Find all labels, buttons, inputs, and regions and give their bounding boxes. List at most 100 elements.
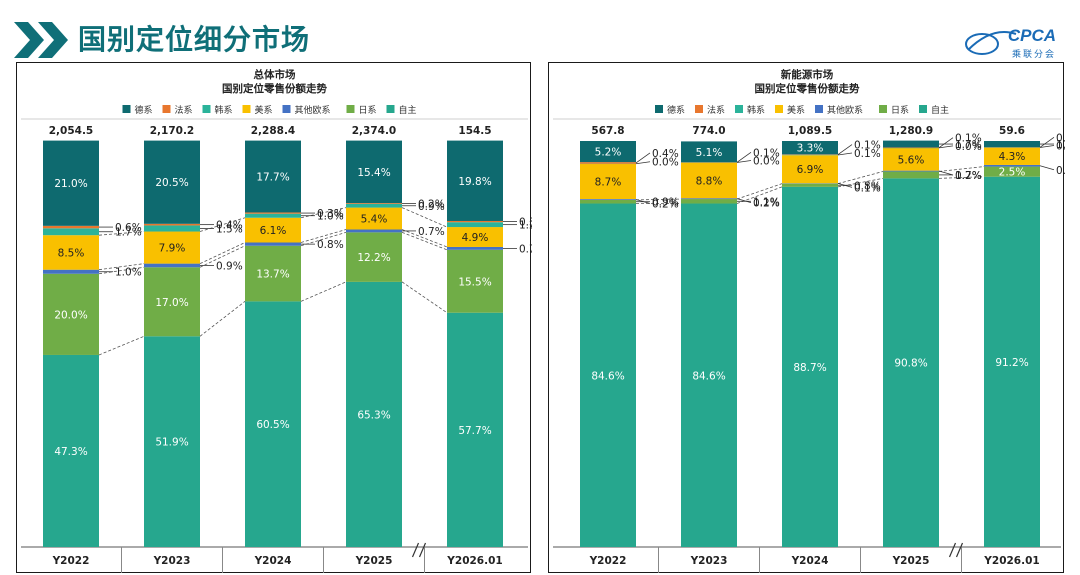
nev-chart-leader-line [938,170,954,176]
nev-chart-bar-自主 [580,203,636,548]
nev-chart-legend-label: 日系 [891,105,909,116]
total-chart-bar-其他欧系 [245,242,301,246]
nev-chart-bar-美系 [580,163,636,200]
nev-chart-tick-label: Y2024 [791,555,829,567]
total-chart-bar-德系 [43,140,99,226]
nev-chart-bar-其他欧系 [883,170,939,172]
total-chart-total-label: 2,288.4 [251,125,296,137]
total-chart-data-label: 0.3% [317,208,344,220]
nev-chart-bar-美系 [984,147,1040,165]
total-chart-bar-美系 [144,231,200,264]
total-chart-legend-swatch [202,105,211,113]
nev-chart-data-label: 5.2% [595,147,622,159]
total-chart-connector-line [98,263,145,271]
total-chart-bar-德系 [144,140,200,224]
nev-chart-leader-line [635,152,651,164]
total-chart-axis-break [418,542,427,558]
total-chart-legend-swatch [346,105,355,113]
nev-chart-data-label: 4.3% [999,151,1026,163]
total-chart-data-label: 0.7% [519,243,532,255]
nev-chart-bar-美系 [681,162,737,199]
nev-chart-bar-法系 [580,162,636,164]
total-chart-bar-韩系 [43,228,99,236]
total-chart-data-label: 4.9% [462,232,489,244]
nev-chart-legend-swatch [815,105,823,113]
nev-chart-total-label: 1,089.5 [788,125,833,137]
nev-chart-leader-line [635,199,651,204]
total-chart-connector-line [401,281,448,314]
total-chart-connector-line [300,231,347,247]
nev-chart-bar-自主 [782,186,838,547]
nev-chart-legend-label: 美系 [787,104,805,116]
total-chart-connector-line [98,231,145,236]
nev-chart-data-label: 84.6% [692,370,725,382]
nev-chart-connector-line [635,198,682,201]
nev-chart-legend-label: 法系 [707,104,725,116]
total-chart-data-label: 5.4% [361,214,388,226]
nev-chart-bar-其他欧系 [681,198,737,200]
total-chart-connector-line [401,229,448,248]
nev-chart-data-label: 2.5% [999,167,1026,179]
nev-chart-data-label: 5.6% [898,154,925,166]
total-chart-total-label: 2,054.5 [49,125,94,137]
nev-chart-data-label: 0.0% [1056,140,1065,152]
total-chart-legend-label: 法系 [175,104,193,116]
total-chart-bar-德系 [346,140,402,204]
nev-chart-data-label: 0.9% [652,197,679,209]
nev-chart-leader-line [837,144,853,155]
total-chart-legend-label: 自主 [399,104,417,116]
total-chart-data-label: 1.7% [115,227,142,239]
nev-chart-bar-德系 [984,141,1040,148]
total-chart-data-label: 1.5% [216,223,243,235]
total-chart-tick-label: Y2026.01 [446,555,502,567]
nev-chart-tick-label: Y2023 [690,555,728,567]
total-chart-data-label: 51.9% [155,437,188,449]
total-chart-bar-韩系 [245,213,301,218]
nev-chart-data-label: 0.8% [854,180,881,192]
nev-chart-data-label: 0.0% [753,156,780,168]
total-chart-tick-label: Y2023 [153,555,191,567]
total-chart-bar-美系 [245,217,301,243]
total-chart-data-label: 0.9% [216,260,243,272]
total-chart-connector-line [199,301,246,337]
total-chart-data-label: 6.1% [260,225,287,237]
total-chart-data-label: 0.4% [216,220,243,232]
total-chart-bar-法系 [447,220,503,223]
total-chart-bar-其他欧系 [447,246,503,250]
nev-chart-leader-line [1039,136,1055,148]
total-chart-data-label: 65.3% [357,409,390,421]
nev-chart-data-label: 3.3% [797,143,824,155]
total-chart-data-label: 15.5% [458,276,491,288]
total-chart-data-label: 13.7% [256,269,289,281]
total-chart-bar-自主 [43,354,99,547]
chart-panel-nev: 新能源市场 国别定位零售份额走势 德系 法系 韩系 美系 其他欧系 日系 自主 567.8 Y202… [548,62,1065,573]
nev-chart-legend-swatch [735,105,743,113]
total-chart-bar-其他欧系 [144,263,200,268]
nev-chart-total-label: 567.8 [591,125,624,137]
total-chart-legend-label: 韩系 [215,104,233,116]
total-chart-connector-line [199,242,246,264]
total-chart-bar-美系 [346,207,402,230]
total-chart-title: 总体市场 [254,68,296,81]
nev-chart-leader-line [1039,165,1055,171]
total-chart-legend-label: 美系 [255,104,273,116]
total-chart-connector-line [98,266,145,275]
total-chart-bar-德系 [245,140,301,213]
nev-chart-tick-label: Y2025 [892,555,930,567]
nev-chart-data-label: 1.7% [955,139,982,151]
nev-chart-legend-label: 德系 [667,104,685,116]
nev-chart-leader-line [736,160,752,163]
total-chart-total-label: 2,374.0 [352,125,397,137]
nev-chart-connector-line [736,183,783,200]
total-chart-subtitle: 国别定位零售份额走势 [222,82,327,95]
total-chart-tick-label: Y2024 [254,555,292,567]
nev-chart-bar-日系 [984,166,1040,177]
nev-chart-data-label: 5.1% [696,147,723,159]
cpca-logo-icon [965,31,1017,55]
total-chart-data-label: 17.7% [256,172,289,184]
nev-chart-data-label: 0.2% [753,198,780,210]
nev-chart-data-label: 0.1% [1056,132,1065,144]
nev-chart-axis-break [948,542,957,558]
nev-chart-leader-line [736,151,752,163]
total-chart-data-label: 12.2% [357,252,390,264]
